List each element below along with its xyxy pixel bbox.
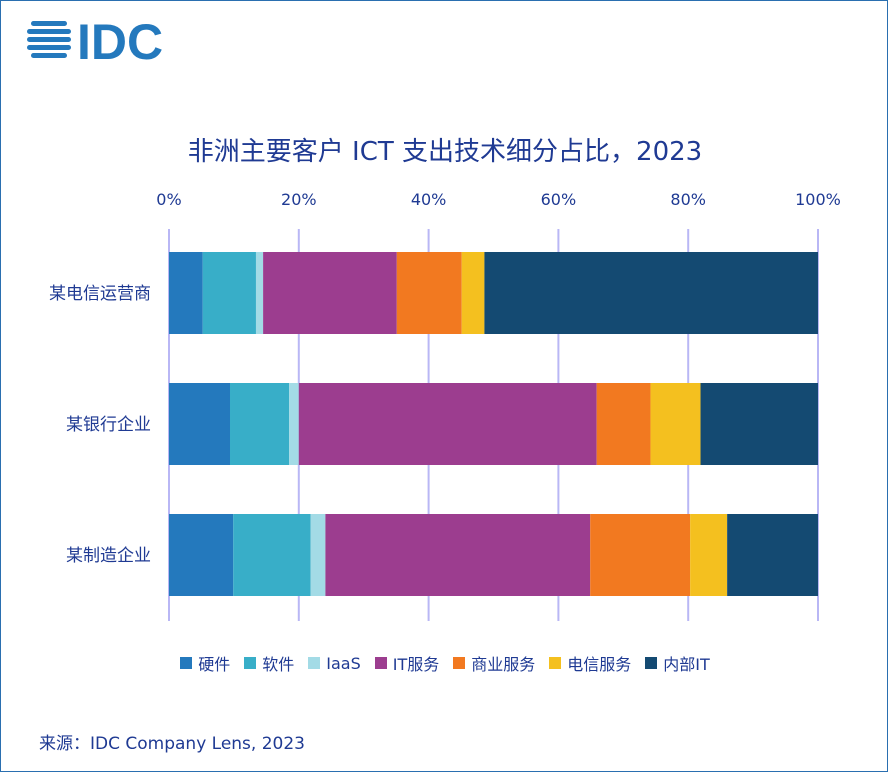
bar-segment — [169, 252, 203, 334]
legend-item: 商业服务 — [453, 651, 535, 675]
legend-label: 硬件 — [198, 655, 231, 674]
x-tick-label: 0% — [156, 190, 181, 209]
legend-label: 软件 — [262, 655, 295, 674]
legend-label: 电信服务 — [567, 655, 632, 674]
bar-segment — [596, 383, 651, 465]
legend-item: 硬件 — [180, 651, 230, 675]
bar-segment — [650, 383, 701, 465]
x-tick-label: 80% — [670, 190, 706, 209]
bar-segment — [263, 252, 397, 334]
legend-item: 电信服务 — [549, 651, 631, 675]
bar-segment — [169, 514, 234, 596]
legend-item: 内部IT — [645, 651, 710, 675]
bar-segment — [289, 383, 299, 465]
legend-swatch — [645, 657, 658, 669]
bar-segment — [233, 514, 311, 596]
bar-segment — [310, 514, 326, 596]
bar-segment — [325, 514, 591, 596]
bar-segment — [590, 514, 691, 596]
legend: 硬件 软件 IaaS IT服务 商业服务 电信服务 内部IT — [1, 651, 887, 675]
legend-swatch — [308, 657, 321, 669]
legend-swatch — [374, 657, 387, 669]
x-tick-label: 40% — [411, 190, 447, 209]
x-tick-label: 20% — [281, 190, 317, 209]
x-tick-label: 60% — [541, 190, 577, 209]
legend-item: 软件 — [244, 651, 294, 675]
category-label: 某银行企业 — [66, 415, 151, 435]
bar-segment — [169, 383, 231, 465]
legend-swatch — [549, 657, 562, 669]
legend-label: IaaS — [326, 653, 361, 673]
category-label: 某电信运营商 — [49, 284, 151, 304]
idc-logo: IDC — [27, 15, 163, 65]
bar-segment — [298, 383, 597, 465]
legend-label: IT服务 — [392, 655, 440, 674]
bar-segment — [255, 252, 264, 334]
legend-swatch — [180, 657, 193, 669]
legend-swatch — [244, 657, 257, 669]
legend-label: 商业服务 — [471, 655, 536, 674]
bar-segment — [461, 252, 485, 334]
bar-segment — [700, 383, 818, 465]
legend-item: IT服务 — [374, 651, 440, 675]
source-note: 来源：IDC Company Lens, 2023 — [39, 734, 305, 754]
bar-segment — [230, 383, 290, 465]
bar-segment — [202, 252, 256, 334]
svg-text:IDC: IDC — [77, 15, 163, 65]
legend-label: 内部IT — [663, 655, 710, 674]
legend-item: IaaS — [308, 651, 361, 675]
bar-segment — [396, 252, 462, 334]
bar-segment — [484, 252, 818, 334]
legend-swatch — [453, 657, 466, 669]
category-label: 某制造企业 — [66, 546, 151, 566]
bar-segment — [727, 514, 818, 596]
x-tick-label: 100% — [795, 190, 841, 209]
chart-title: 非洲主要客户 ICT 支出技术细分占比，2023 — [187, 137, 703, 167]
bar-segment — [690, 514, 728, 596]
